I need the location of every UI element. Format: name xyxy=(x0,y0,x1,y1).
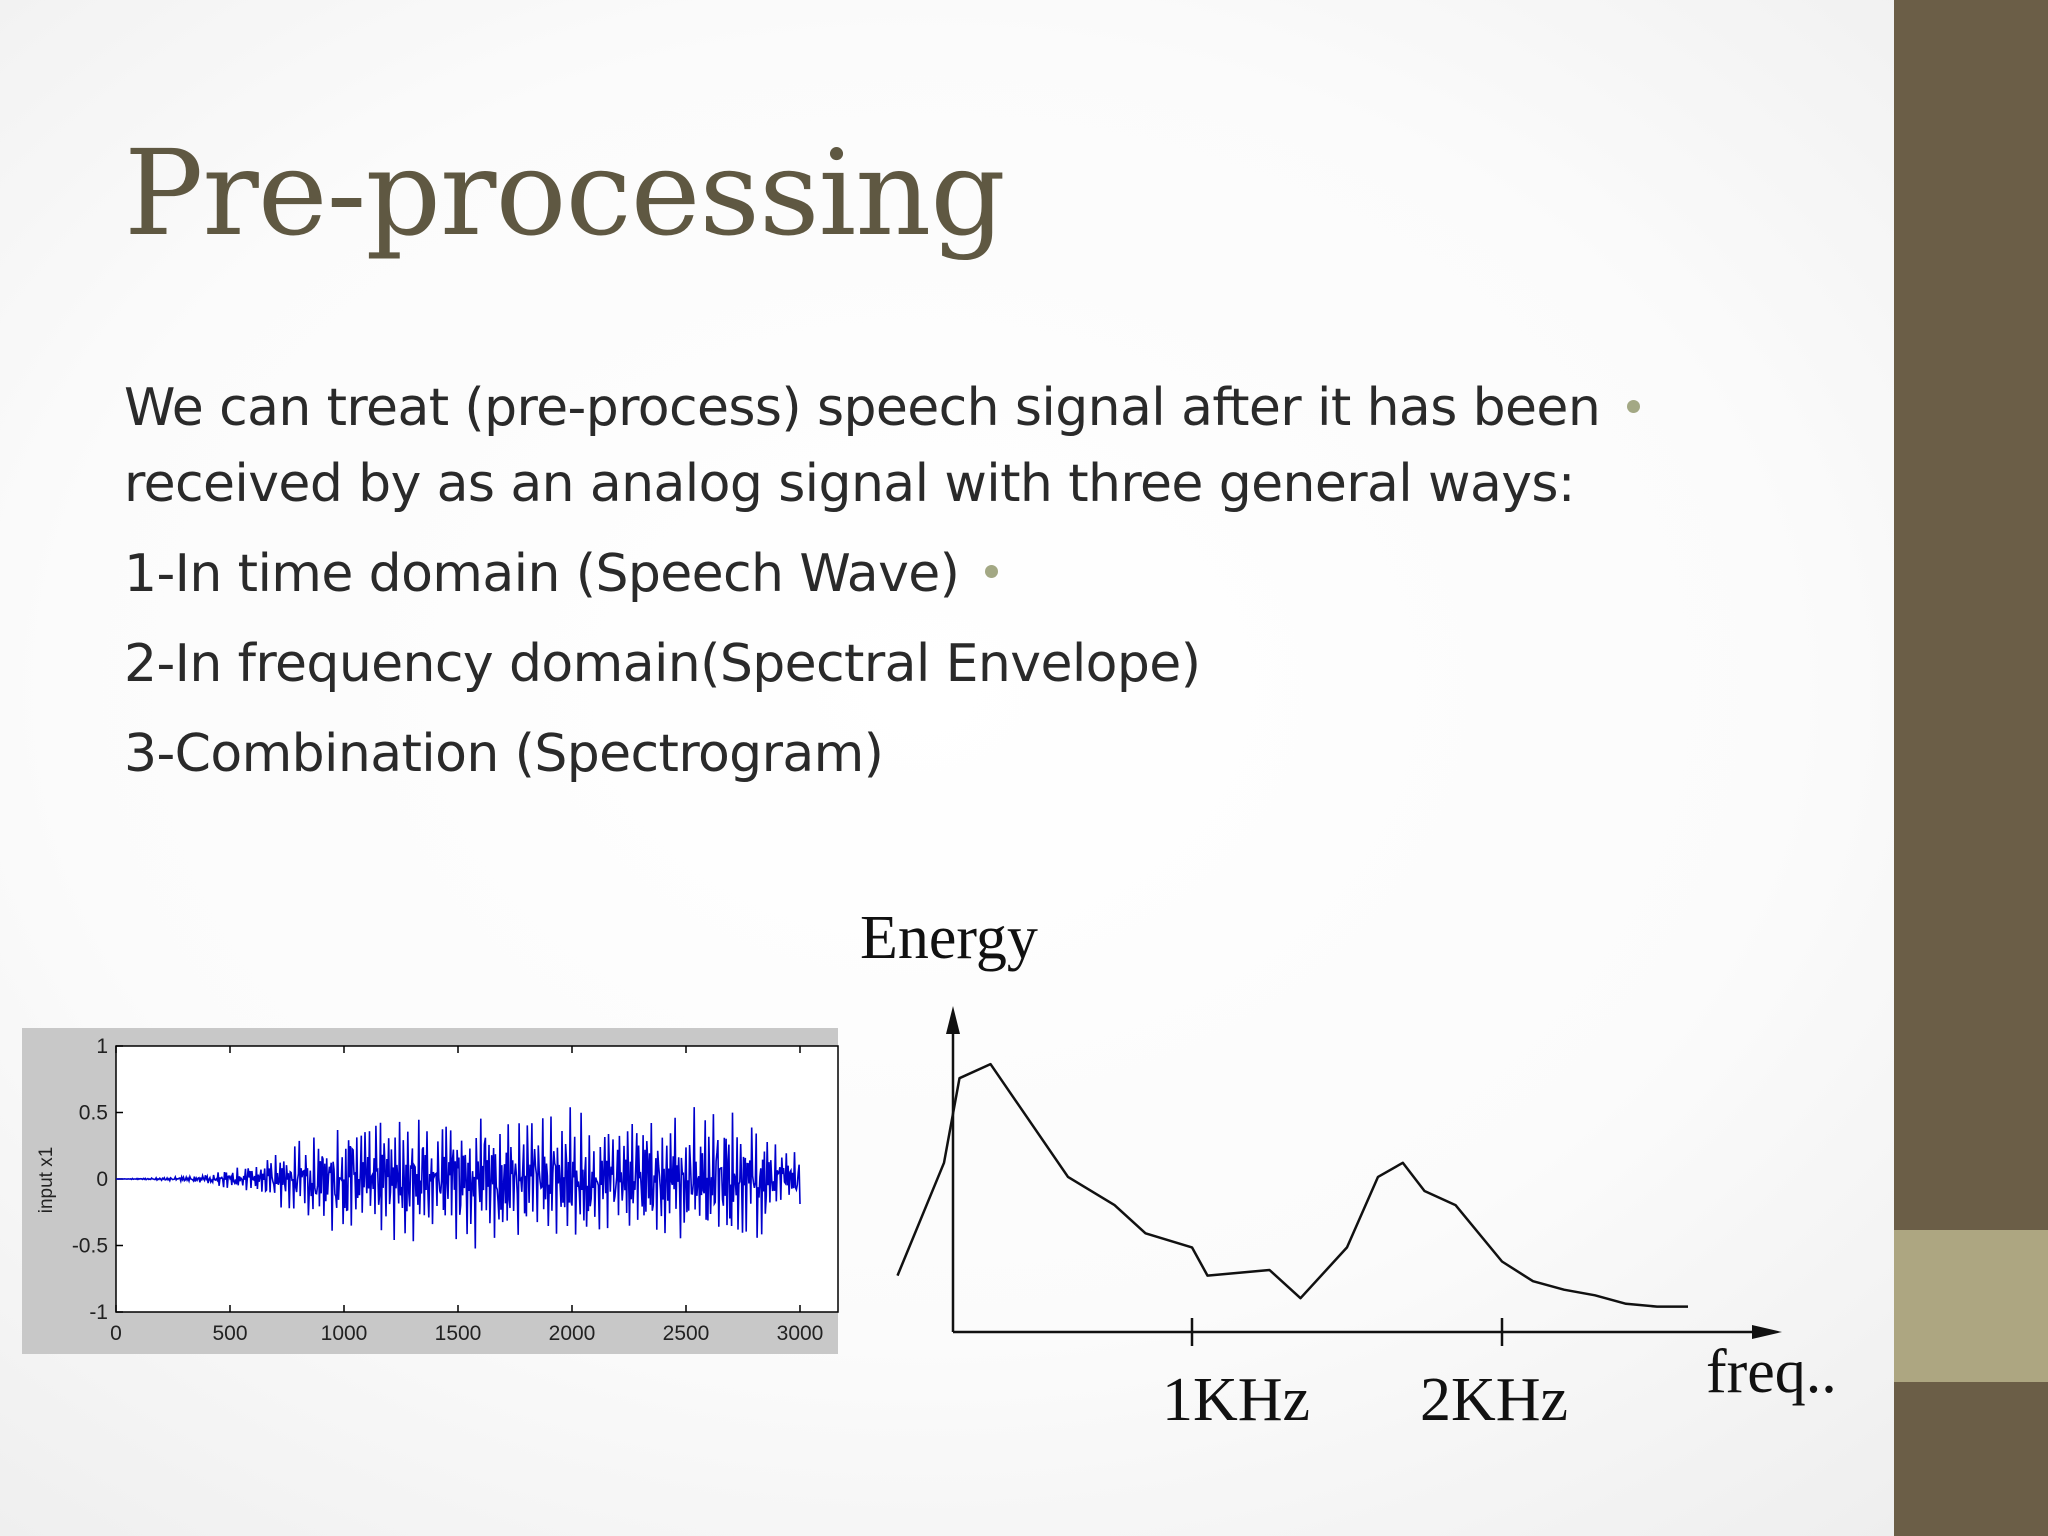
env-y-arrow-icon xyxy=(946,1006,960,1034)
env-x-tick-label-1khz: 1KHz xyxy=(1162,1366,1310,1434)
wave-x-tick-label: 500 xyxy=(212,1322,247,1345)
wave-y-tick-label: -1 xyxy=(89,1301,108,1324)
env-x-tick-label-2khz: 2KHz xyxy=(1420,1366,1568,1434)
wave-y-tick-label: -0.5 xyxy=(72,1235,108,1258)
env-x-axis-label: freq.. xyxy=(1706,1338,1837,1406)
wave-x-tick-label: 2000 xyxy=(549,1322,596,1345)
speech-wave-chart: 0 500 1000 1500 2000 2500 3000 1 0.5 0 -0.5 -1 inpu… xyxy=(22,1028,839,1354)
list-item-time-domain: 1-In time domain (Speech Wave) xyxy=(124,544,960,604)
env-x-arrow-icon xyxy=(1752,1325,1782,1339)
list-item-combination: 3-Combination (Spectrogram) xyxy=(124,724,884,784)
wave-y-tick-label: 0 xyxy=(96,1168,108,1191)
wave-x-tick-label: 1000 xyxy=(321,1322,368,1345)
list-item-frequency-domain: 2-In frequency domain(Spectral Envelope) xyxy=(124,634,1201,694)
paragraph-line-1: We can treat (pre-process) speech signal… xyxy=(124,378,1601,438)
bullet-icon xyxy=(1627,400,1640,413)
sidebar-accent-band xyxy=(1894,1230,2048,1382)
env-y-axis-label: Energy xyxy=(860,904,1038,972)
spectral-envelope-chart: Energy 1KHz 2KHz freq.. xyxy=(860,904,1837,1434)
paragraph-line-2: received by as an analog signal with thr… xyxy=(124,454,1575,514)
wave-x-tick-label: 3000 xyxy=(777,1322,824,1345)
wave-x-tick-label: 1500 xyxy=(435,1322,482,1345)
slide-title: Pre-processing xyxy=(124,124,1006,262)
env-series-line xyxy=(896,1062,1688,1308)
wave-series-line xyxy=(116,1107,801,1249)
bullet-icon xyxy=(985,565,998,578)
wave-y-axis-label: input x1 xyxy=(36,1147,57,1214)
wave-x-tick-label: 2500 xyxy=(663,1322,710,1345)
wave-y-tick-label: 1 xyxy=(96,1035,108,1058)
wave-x-tick-label: 0 xyxy=(110,1322,122,1345)
wave-y-tick-label: 0.5 xyxy=(79,1102,108,1125)
